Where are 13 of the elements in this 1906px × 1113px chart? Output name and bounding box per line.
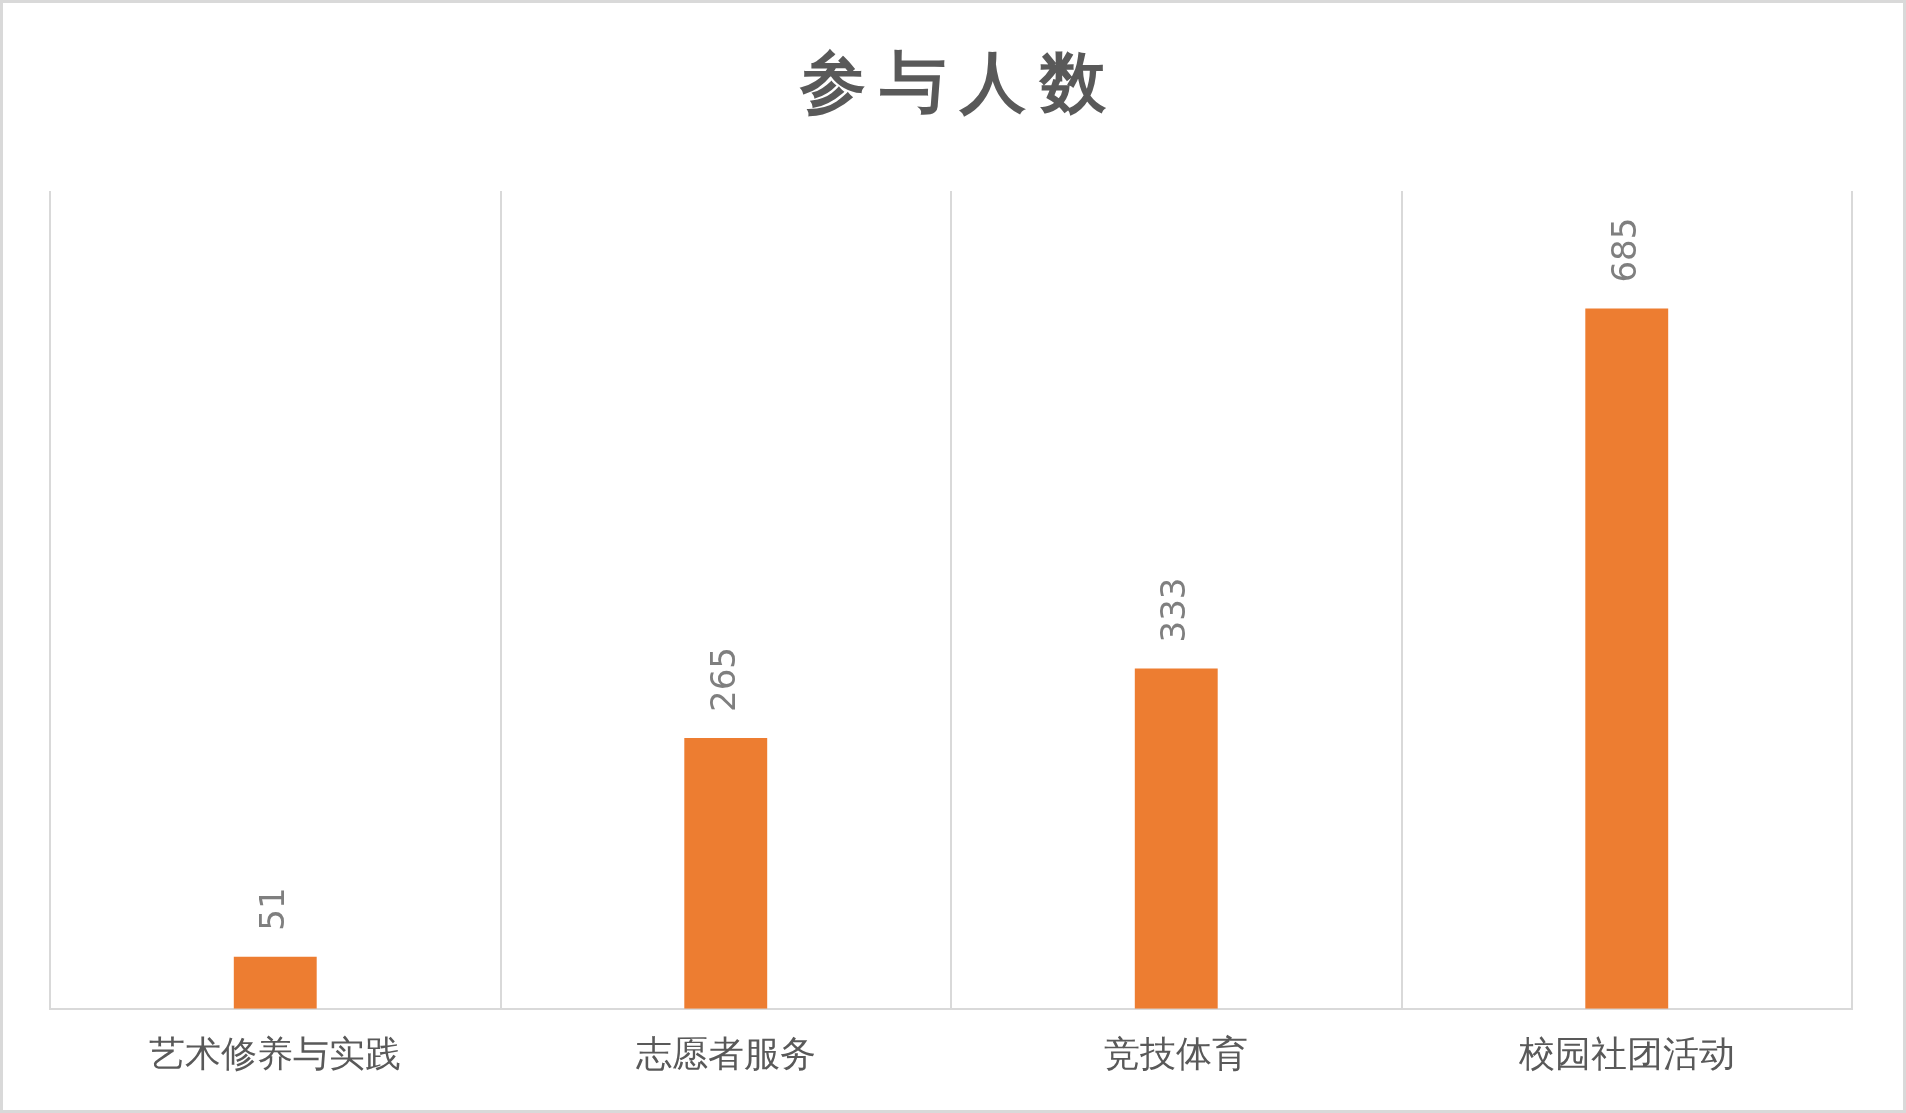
x-tick-label: 校园社团活动 [1517,1032,1735,1074]
x-tick-label: 志愿者服务 [635,1032,816,1074]
data-label: 685 [1603,217,1644,283]
bar [1134,668,1218,1009]
data-label: 265 [702,647,743,712]
x-tick-label: 艺术修养与实践 [149,1032,402,1074]
chart-title: 参与人数 [799,44,1120,121]
data-label: 51 [252,887,293,931]
x-tick-label: 竞技体育 [1104,1032,1249,1074]
bar [233,956,317,1009]
bar [684,737,768,1009]
data-label: 333 [1153,577,1194,643]
bar [1585,308,1669,1009]
